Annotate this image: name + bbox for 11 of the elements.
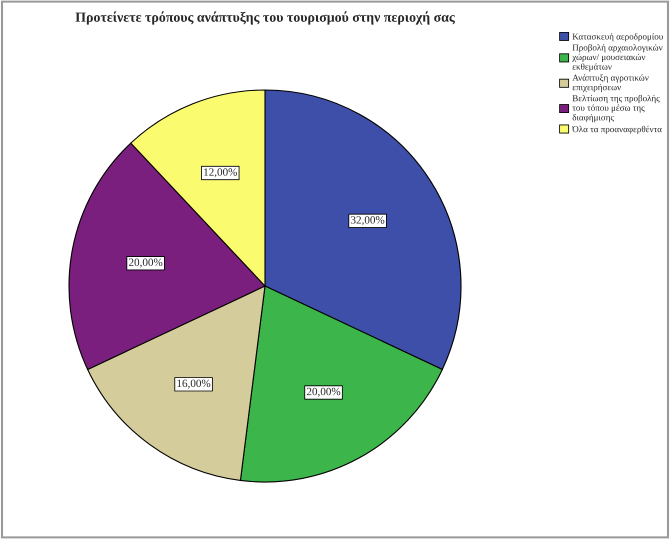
data-label: 12,00% <box>204 168 238 178</box>
chart-title: Προτείνετε τρόπους ανάπτυξης του τουρισμού στην περιοχή σας <box>76 11 455 25</box>
data-label: 16,00% <box>177 380 210 389</box>
data-label: 20,00% <box>128 258 162 268</box>
data-label: 32,00% <box>351 216 384 226</box>
legend-label: Ανάπτυξη αγροτικών επιχειρήσεων <box>572 74 649 92</box>
data-label: 20,00% <box>306 388 340 397</box>
legend-label: Κατασκευή αεροδρομίου <box>572 33 663 42</box>
legend-label: Όλα τα προαναφερθέντα <box>572 126 662 134</box>
legend-label: Προβολή αρχαιολογικών χώρων/ μουσειακών εκθεμάτων <box>572 44 662 72</box>
legend-label: Βελτίωση της προβολής του τόπου μέσω της διαφήμισης <box>572 94 660 122</box>
